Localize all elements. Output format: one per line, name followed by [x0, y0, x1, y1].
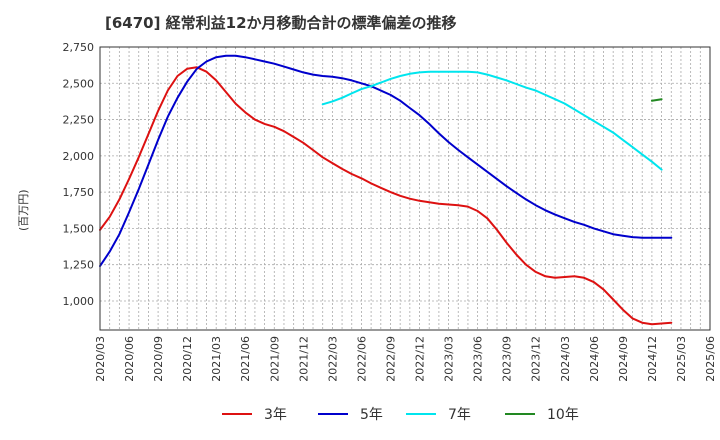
- legend-label: 3年: [264, 407, 287, 423]
- legend-item-5年: 5年: [318, 407, 383, 423]
- x-tick-label: 2024/09: [617, 336, 630, 382]
- plot-area: [100, 47, 710, 330]
- series-lines: [99, 54, 673, 326]
- y-tick-label: 2,000: [63, 150, 95, 163]
- x-tick-label: 2021/12: [297, 336, 310, 382]
- plot-frame: [99, 46, 711, 331]
- x-tick-label: 2020/12: [181, 336, 194, 382]
- legend-item-10年: 10年: [505, 407, 579, 423]
- series-line-3年: [99, 66, 673, 326]
- x-tick-label: 2022/03: [326, 336, 339, 382]
- x-tick-label: 2020/09: [152, 336, 165, 382]
- legend: 3年 5年 7年 10年: [222, 407, 579, 423]
- x-tick-label: 2024/12: [646, 336, 659, 382]
- y-tick-label: 1,000: [63, 295, 95, 308]
- legend-item-7年: 7年: [406, 407, 471, 423]
- legend-label: 5年: [360, 407, 383, 423]
- y-tick-label: 1,250: [63, 259, 95, 272]
- x-tick-label: 2023/09: [501, 336, 514, 382]
- x-tick-label: 2020/03: [94, 336, 107, 382]
- x-tick-label: 2021/03: [210, 336, 223, 382]
- x-tick-label: 2024/03: [559, 336, 572, 382]
- grid: [100, 46, 710, 330]
- y-tick-label: 1,500: [63, 222, 95, 235]
- axes: 1,000 1,250 1,500 1,750 2,000 2,250 2,500 2,750…: [63, 41, 718, 382]
- x-tick-label: 2022/09: [384, 336, 397, 382]
- series-line-5年: [99, 54, 673, 268]
- chart-title: [6470] 経常利益12か月移動合計の標準偏差の推移: [105, 14, 457, 32]
- series-line-7年: [321, 70, 663, 171]
- x-tick-label: 2025/03: [675, 336, 688, 382]
- y-tick-label: 2,500: [63, 77, 95, 90]
- y-tick-label: 1,750: [63, 186, 95, 199]
- series-line-10年: [650, 98, 663, 102]
- legend-label: 10年: [547, 407, 579, 423]
- x-tick-label: 2023/03: [443, 336, 456, 382]
- x-tick-label: 2024/06: [588, 336, 601, 382]
- x-tick-label: 2020/06: [123, 336, 136, 382]
- x-tick-label: 2025/06: [704, 336, 717, 382]
- legend-label: 7年: [448, 407, 471, 423]
- y-tick-label: 2,250: [63, 114, 95, 127]
- y-tick-label: 2,750: [63, 41, 95, 54]
- x-tick-label: 2022/12: [414, 336, 427, 382]
- x-tick-label: 2021/06: [239, 336, 252, 382]
- legend-item-3年: 3年: [222, 407, 287, 423]
- x-tick-label: 2023/06: [472, 336, 485, 382]
- x-tick-label: 2022/06: [355, 336, 368, 382]
- x-tick-label: 2023/12: [530, 336, 543, 382]
- x-tick-label: 2021/09: [268, 336, 281, 382]
